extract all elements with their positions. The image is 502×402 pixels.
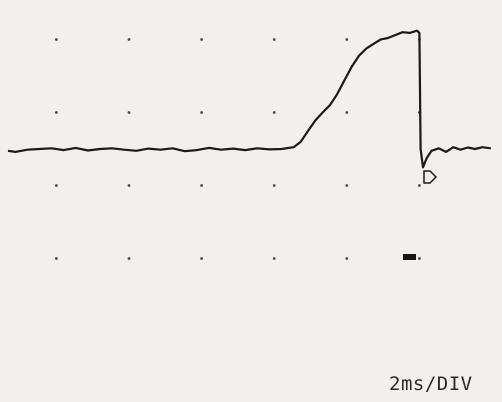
grid-dot	[418, 257, 421, 260]
timebase-label: 2ms/DIV	[389, 373, 473, 395]
grid-dot	[272, 111, 276, 114]
grid-dot	[345, 184, 349, 187]
grid-dot	[127, 38, 131, 41]
grid-dot	[55, 184, 58, 187]
grid-dot	[272, 38, 276, 41]
grid-dot	[127, 257, 131, 260]
grid-dot	[127, 111, 131, 114]
markers	[403, 170, 438, 260]
grid-dot	[345, 257, 349, 260]
grid-dot	[55, 111, 58, 114]
grid-dot	[200, 257, 204, 260]
grid-dot	[345, 111, 349, 114]
grid-dot	[345, 38, 349, 41]
grid-dot	[55, 38, 58, 41]
signal-trace-0	[7, 29, 491, 169]
graticule	[55, 38, 421, 260]
grid-dot	[200, 111, 204, 114]
trigger-marker	[423, 170, 438, 184]
grid-dot	[272, 257, 276, 260]
grid-dot	[127, 184, 131, 187]
grid-dot	[200, 38, 204, 41]
grid-dot	[272, 184, 276, 187]
grid-dot	[418, 184, 421, 187]
ground-reference-marker	[403, 254, 416, 260]
grid-dot	[55, 257, 58, 260]
grid-dot	[200, 184, 204, 187]
signal-trace-group	[7, 29, 491, 169]
